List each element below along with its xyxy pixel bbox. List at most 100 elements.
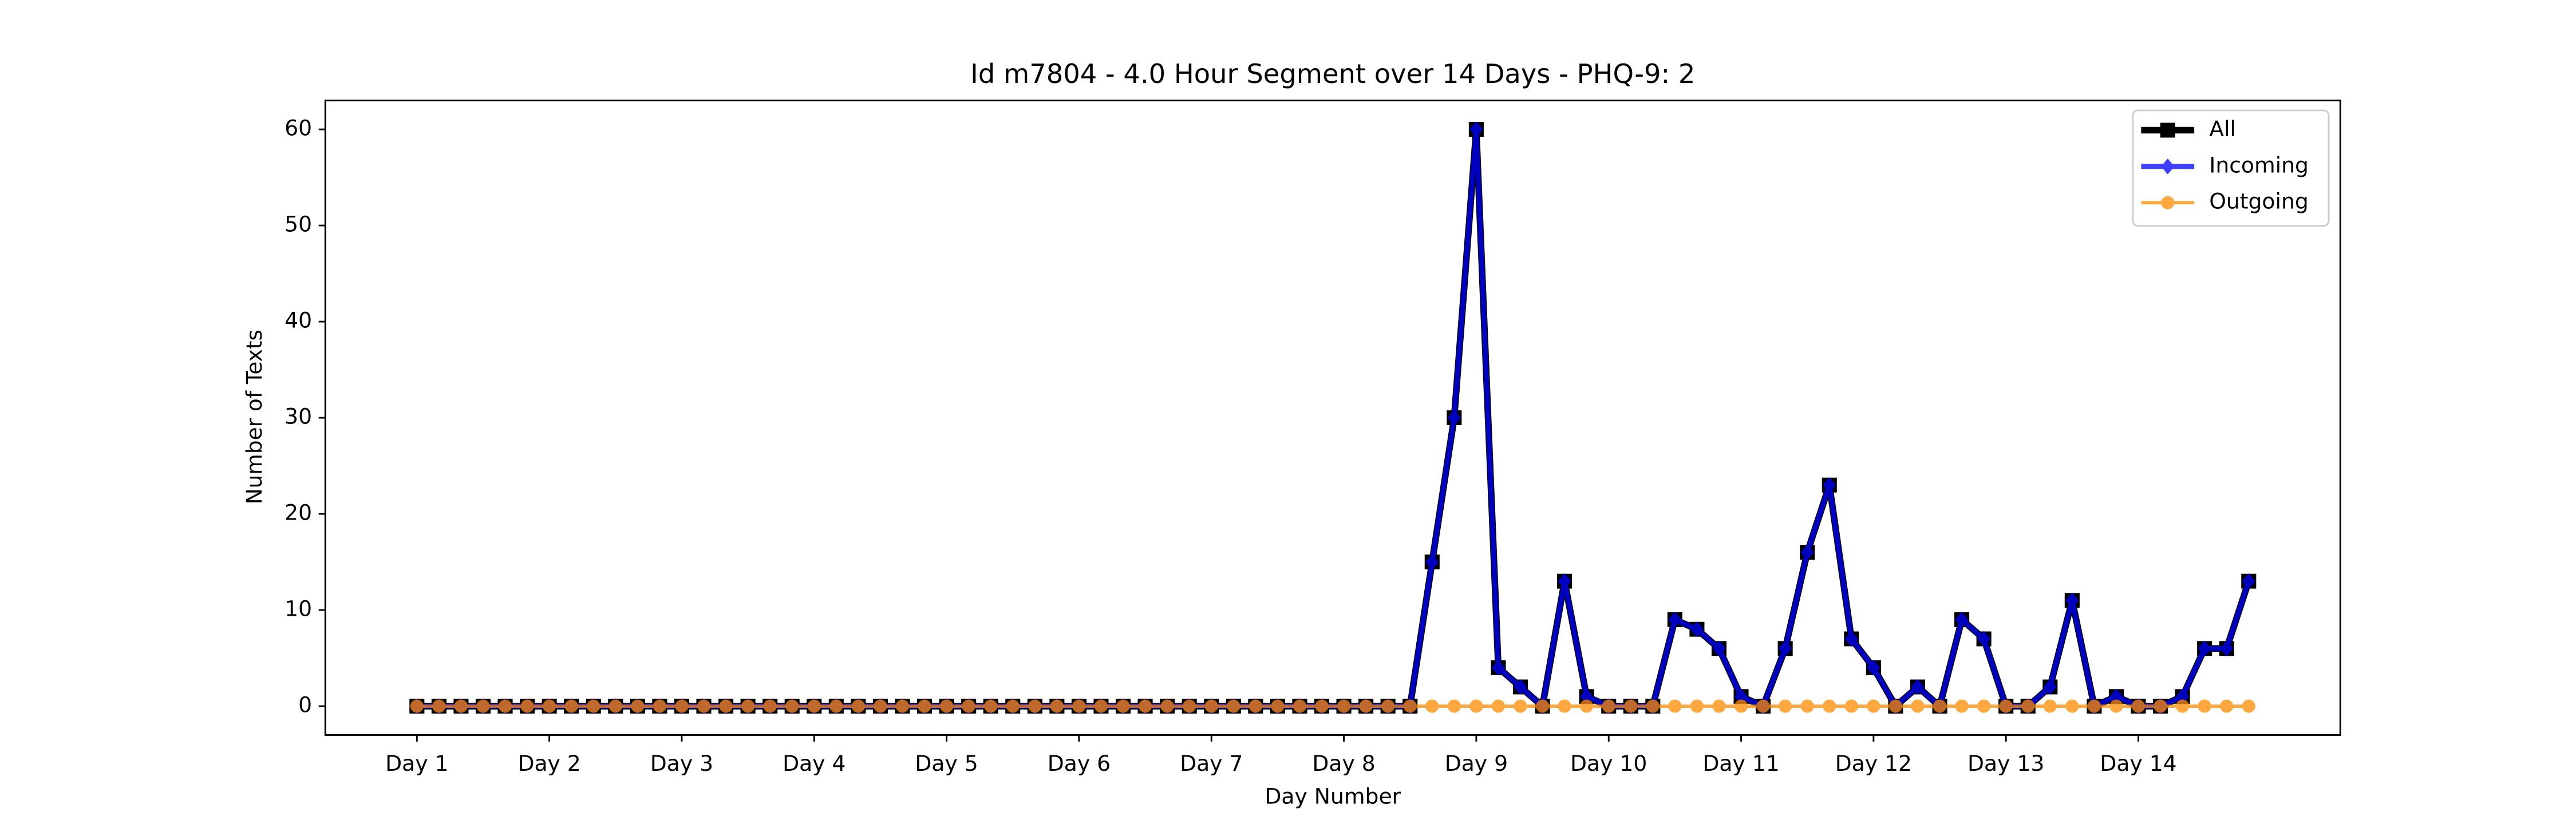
marker [807, 699, 821, 713]
marker [2021, 699, 2035, 713]
marker [741, 699, 755, 713]
marker [1425, 554, 1439, 570]
marker [1844, 699, 1858, 713]
x-tick-label: Day 11 [1702, 751, 1779, 776]
marker [2160, 122, 2175, 138]
marker [1138, 699, 1152, 713]
marker [2043, 699, 2057, 713]
y-tick-label: 60 [285, 116, 312, 141]
x-tick-label: Day 3 [650, 751, 713, 776]
marker [719, 699, 733, 713]
x-tick-label: Day 14 [2100, 751, 2176, 776]
marker [2161, 159, 2175, 175]
marker [1712, 640, 1726, 657]
marker [1006, 699, 1020, 713]
series [410, 699, 2255, 713]
marker [1690, 621, 1704, 637]
marker [2087, 699, 2101, 713]
marker [1514, 679, 1527, 695]
marker [1756, 699, 1770, 713]
marker [851, 699, 865, 713]
axes-frame [324, 100, 2341, 736]
plot-area: 0 10 20 30 40 50 60 Day 1 Day 2 Day 3 Day 4 Day 5 Da… [285, 116, 2257, 776]
marker [1072, 699, 1086, 713]
marker [1668, 612, 1682, 628]
marker [1028, 699, 1042, 713]
marker [432, 699, 446, 713]
marker [1050, 699, 1064, 713]
marker [939, 699, 954, 713]
marker [410, 699, 424, 713]
marker [1227, 699, 1240, 713]
marker [2176, 699, 2190, 713]
marker [962, 699, 975, 713]
marker [2220, 699, 2234, 713]
marker [1800, 699, 1814, 713]
marker [1425, 699, 1439, 713]
marker [2198, 699, 2211, 713]
marker [609, 699, 622, 713]
legend-label: All [2209, 116, 2236, 141]
x-tick-label: Day 2 [517, 751, 580, 776]
y-tick-label: 10 [285, 596, 312, 621]
x-tick-label: Day 13 [1967, 751, 2044, 776]
marker [1580, 699, 1594, 713]
marker [1204, 699, 1218, 713]
marker [2131, 699, 2146, 713]
marker [1999, 699, 2013, 713]
x-tick-label: Day 5 [915, 751, 978, 776]
marker [1955, 612, 1969, 628]
marker [1690, 699, 1704, 713]
marker [2242, 699, 2255, 713]
marker [874, 699, 887, 713]
marker [1337, 699, 1351, 713]
x-tick-label: Day 8 [1312, 751, 1375, 776]
marker [1977, 631, 1991, 647]
marker [564, 699, 578, 713]
marker [1580, 688, 1594, 705]
y-tick-label: 50 [285, 212, 312, 237]
marker [1116, 699, 1130, 713]
marker [2109, 688, 2123, 705]
y-axis-label: Number of Texts [242, 330, 267, 504]
marker [2109, 699, 2123, 713]
marker [1249, 699, 1262, 713]
marker [2198, 640, 2211, 657]
marker [498, 699, 512, 713]
x-tick-label: Day 1 [385, 751, 448, 776]
marker [1381, 699, 1395, 713]
x-tick-label: Day 7 [1180, 751, 1243, 776]
marker [520, 699, 534, 713]
marker [1734, 699, 1748, 713]
marker [2065, 592, 2079, 609]
marker [653, 699, 666, 713]
marker [1624, 699, 1638, 713]
marker [1867, 699, 1880, 713]
marker [1823, 699, 1836, 713]
marker [1514, 699, 1527, 713]
y-tick-label: 20 [285, 500, 312, 525]
marker [1315, 699, 1329, 713]
marker [1668, 699, 1682, 713]
y-tick-label: 40 [285, 308, 312, 333]
legend: All Incoming Outgoing [2132, 109, 2330, 227]
marker [1558, 699, 1571, 713]
marker [1646, 699, 1660, 713]
marker [1734, 688, 1748, 705]
x-tick-label: Day 9 [1445, 751, 1508, 776]
marker [1469, 699, 1483, 713]
marker [2065, 699, 2079, 713]
marker [1911, 679, 1925, 695]
legend-item [2141, 196, 2195, 209]
marker [2161, 196, 2175, 209]
x-tick-label: Day 12 [1835, 751, 1912, 776]
marker [543, 699, 556, 713]
marker [631, 699, 645, 713]
marker [1447, 699, 1461, 713]
legend-item [2141, 122, 2195, 138]
marker [1403, 699, 1417, 713]
marker [1823, 477, 1836, 493]
marker [1183, 699, 1196, 713]
marker [2043, 679, 2057, 695]
